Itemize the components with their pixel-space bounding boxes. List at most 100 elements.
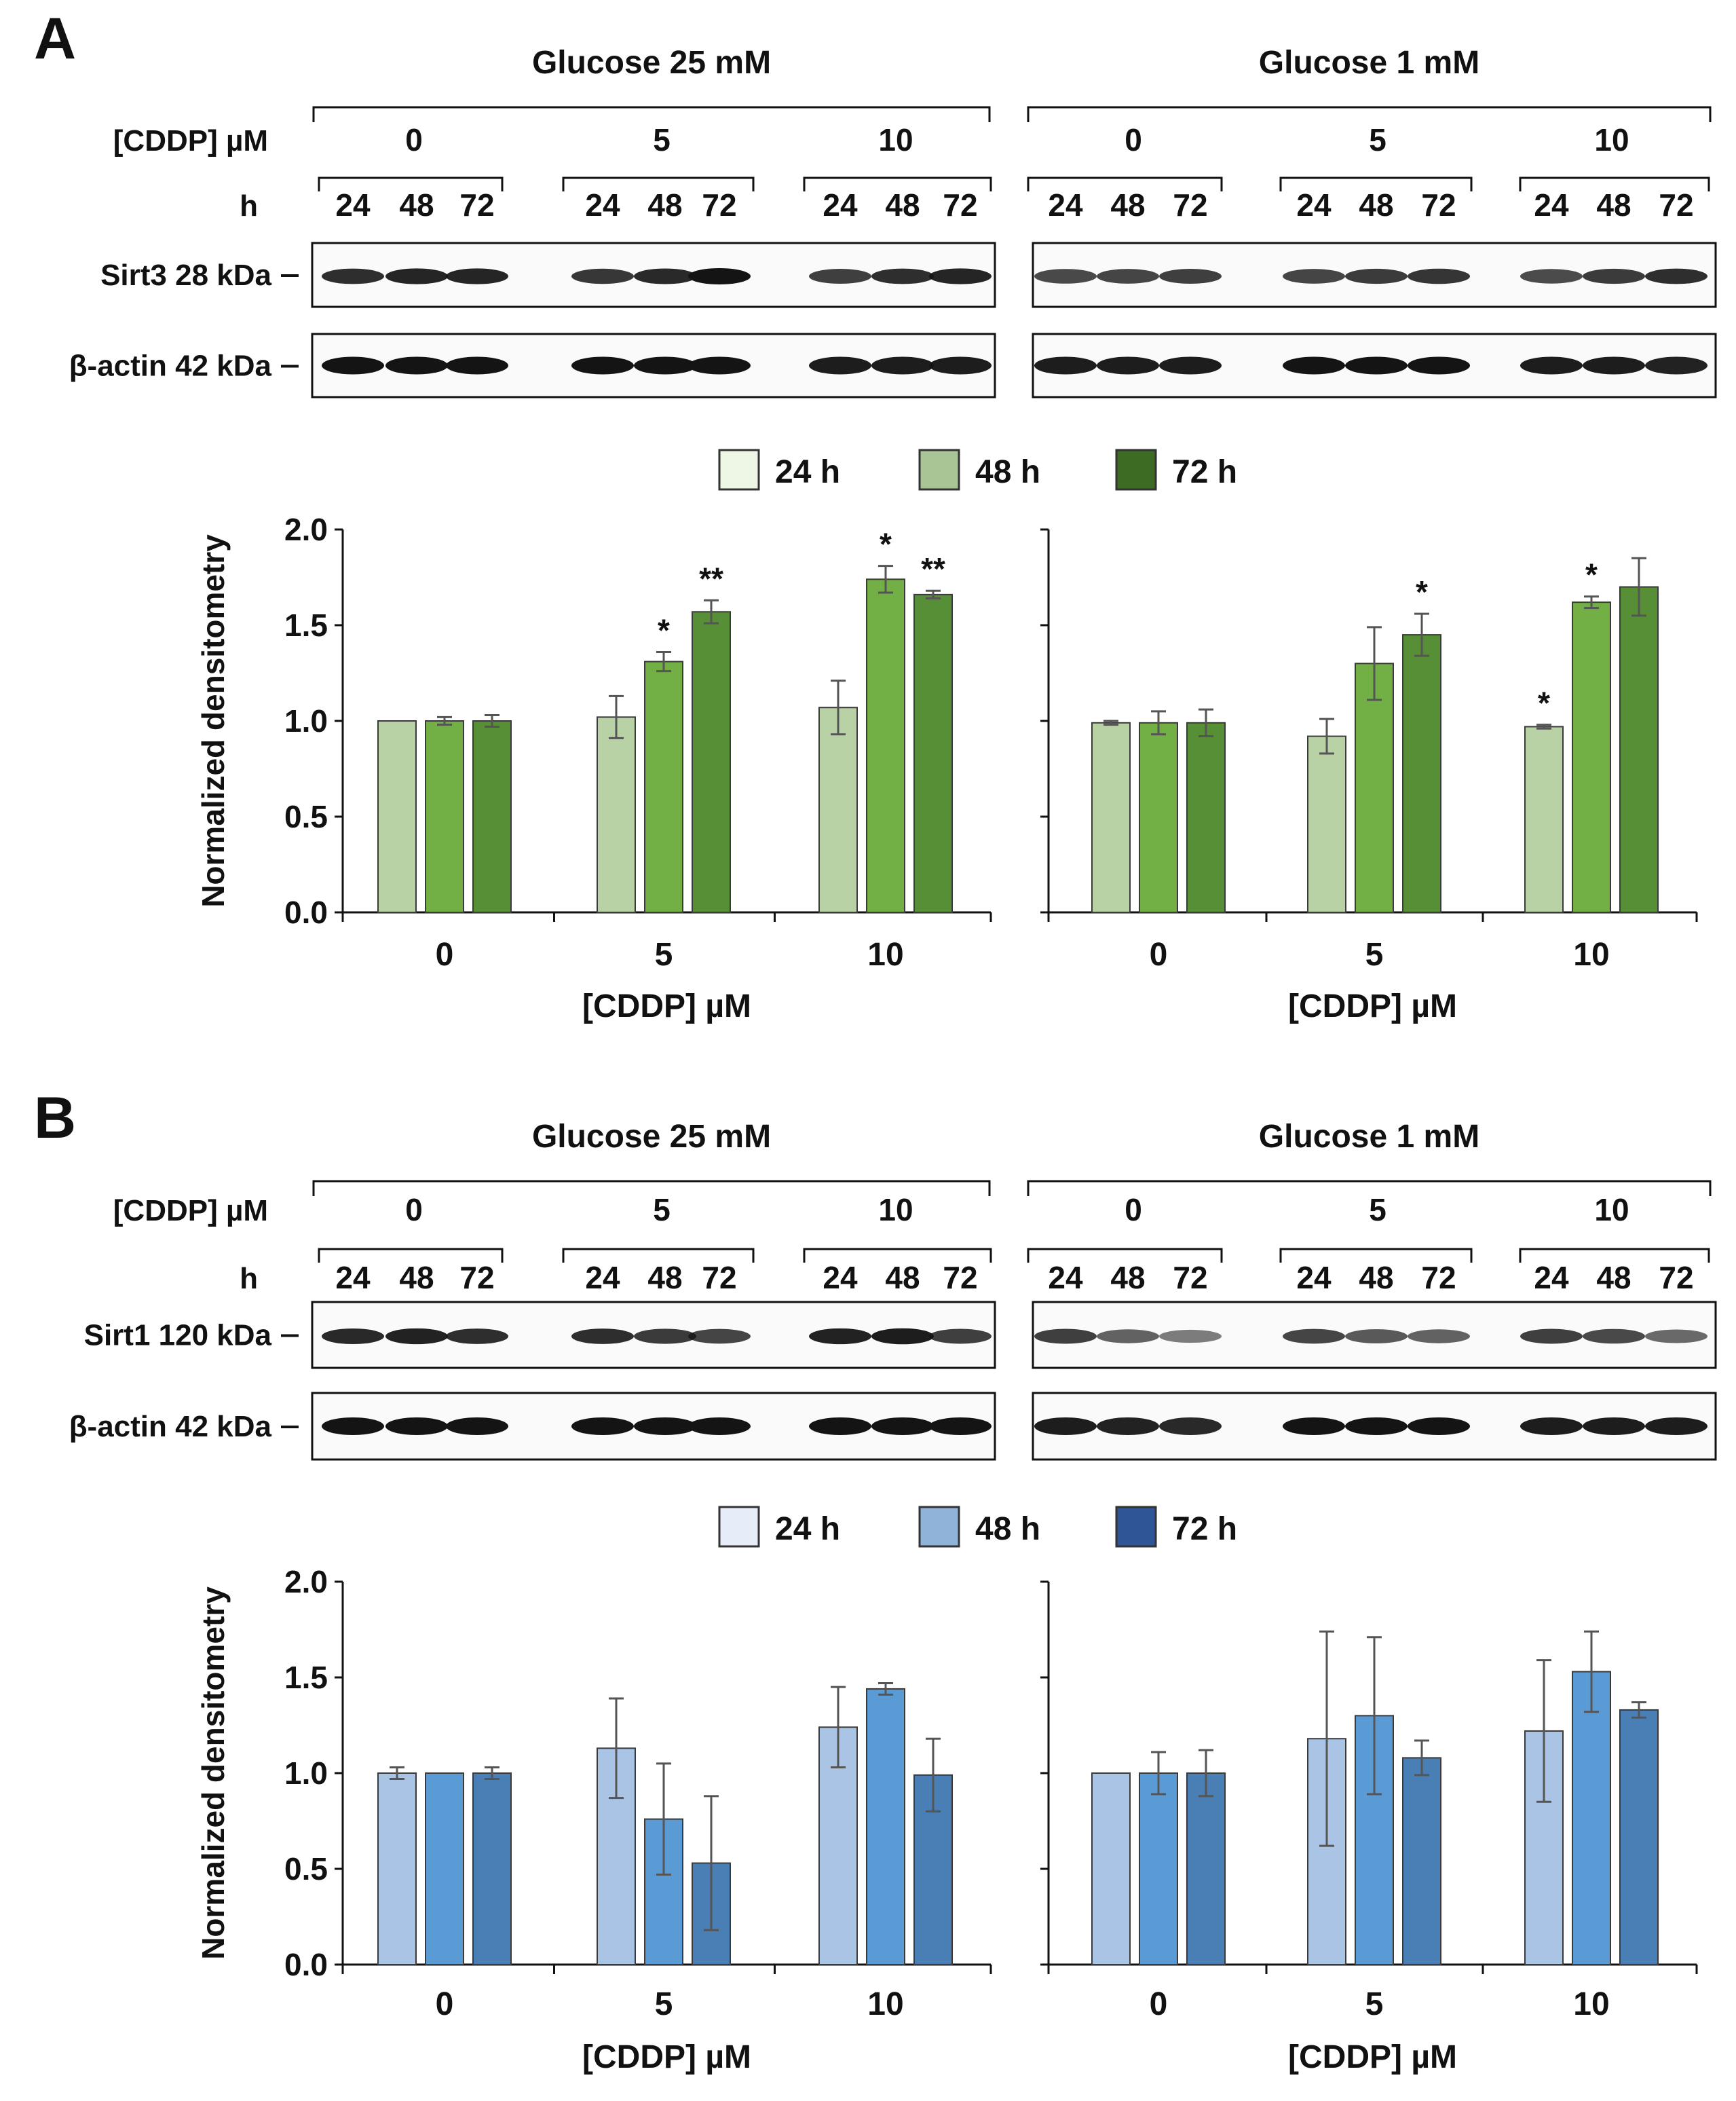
time-label: 72 [1421, 187, 1456, 223]
y-tick-label: 0.5 [284, 1851, 328, 1886]
condition-bracket [312, 1180, 991, 1196]
time-label: 72 [1173, 1260, 1207, 1295]
time-label: 24 [1534, 1260, 1569, 1295]
legend-swatch [918, 449, 960, 491]
time-label: 48 [1110, 1260, 1145, 1295]
blot-band [322, 1328, 384, 1345]
legend-label: 24 h [775, 454, 840, 490]
blot-band [1583, 1417, 1645, 1435]
bar [377, 720, 417, 913]
x-tick-label: 10 [1573, 937, 1609, 973]
blot-band [571, 1328, 634, 1344]
bar [597, 716, 636, 913]
bar [1572, 1671, 1611, 1966]
y-axis-label: Normalized densitometry [195, 1586, 231, 1960]
time-label: 24 [335, 187, 371, 223]
blot-band [809, 356, 871, 375]
blot-band [322, 1417, 384, 1435]
significance-mark: * [1538, 686, 1550, 721]
blot-band [1159, 1417, 1222, 1435]
time-label: 72 [702, 187, 736, 223]
blot-band [634, 1417, 696, 1435]
blot-band [809, 1328, 871, 1345]
condition-label: Glucose 25 mM [532, 1119, 771, 1155]
significance-mark: * [658, 612, 670, 648]
legend-swatch [1115, 1506, 1157, 1548]
blot-band [571, 268, 634, 284]
blot-band [1408, 1417, 1470, 1435]
actin-label: β-actin 42 kDa [69, 350, 272, 383]
blot-band [446, 1328, 508, 1344]
legend-label: 72 h [1172, 454, 1237, 490]
time-label: 48 [1359, 187, 1393, 223]
time-label: 72 [459, 1260, 494, 1295]
blot-band [385, 1328, 448, 1345]
blot-band [1034, 356, 1097, 375]
panel-letter: A [34, 6, 76, 71]
time-label: 24 [1296, 187, 1332, 223]
time-label: 72 [943, 1260, 977, 1295]
blot-band [1520, 356, 1583, 375]
bar [425, 1772, 464, 1965]
bar [472, 1772, 512, 1965]
dose-label: 0 [405, 1192, 423, 1227]
bar [913, 593, 953, 913]
condition-bracket [312, 106, 991, 122]
blot-band [1645, 1417, 1707, 1435]
blot-band [634, 268, 696, 284]
blot-band [688, 1328, 751, 1344]
bar [1091, 1772, 1131, 1965]
time-label: 72 [1659, 1260, 1693, 1295]
time-label: 24 [585, 1260, 620, 1295]
y-tick-label: 1.0 [284, 1755, 328, 1791]
legend-swatch [1115, 449, 1157, 491]
time-label: 72 [1659, 187, 1693, 223]
blot-band [1583, 1328, 1645, 1344]
dose-label: 10 [1594, 1192, 1629, 1227]
bar [1619, 586, 1659, 913]
blot-band [1345, 1329, 1408, 1343]
bar [644, 661, 683, 914]
blot-band [871, 1417, 934, 1435]
x-tick-label: 5 [655, 937, 673, 973]
time-bracket [562, 176, 755, 191]
blot-band [929, 1328, 992, 1344]
dose-label: 5 [653, 122, 671, 157]
blot-band [446, 1417, 508, 1435]
panel-letter: B [34, 1085, 76, 1151]
significance-mark: ** [699, 561, 723, 596]
blot-band [1159, 356, 1222, 375]
target-label: Sirt1 120 kDa [84, 1319, 272, 1352]
time-label: 48 [1359, 1260, 1393, 1295]
time-label: 24 [1048, 187, 1083, 223]
time-label: 48 [399, 187, 434, 223]
time-label: 24 [1534, 187, 1569, 223]
h-row-label: h [240, 1262, 258, 1295]
blot-band [1283, 356, 1345, 375]
h-row-label: h [240, 189, 258, 223]
significance-mark: * [1416, 574, 1428, 610]
chart-a-2: * * * 0 5 10 [CDDP] µM [1040, 528, 1698, 1024]
blot-band [871, 268, 934, 284]
time-bracket [1279, 1248, 1473, 1263]
blot-band [929, 1417, 992, 1435]
x-axis-label: [CDDP] µM [1288, 2039, 1457, 2075]
blot-band [385, 268, 448, 284]
blot-band [1097, 1417, 1159, 1435]
time-label: 48 [399, 1260, 434, 1295]
blot-band [322, 356, 384, 375]
blot-band [446, 268, 508, 284]
y-tick-label: 1.0 [284, 703, 328, 739]
bar [472, 720, 512, 913]
time-label: 24 [823, 187, 858, 223]
significance-mark: * [1585, 557, 1598, 593]
blot-band [1408, 356, 1470, 375]
dose-label: 10 [1594, 122, 1629, 157]
significance-mark: ** [921, 551, 945, 587]
blot-band [688, 268, 751, 284]
y-tick-label: 2.0 [284, 512, 328, 547]
blot-band [1345, 1417, 1408, 1435]
bar [1307, 735, 1346, 914]
dose-label: 5 [1369, 1192, 1386, 1227]
